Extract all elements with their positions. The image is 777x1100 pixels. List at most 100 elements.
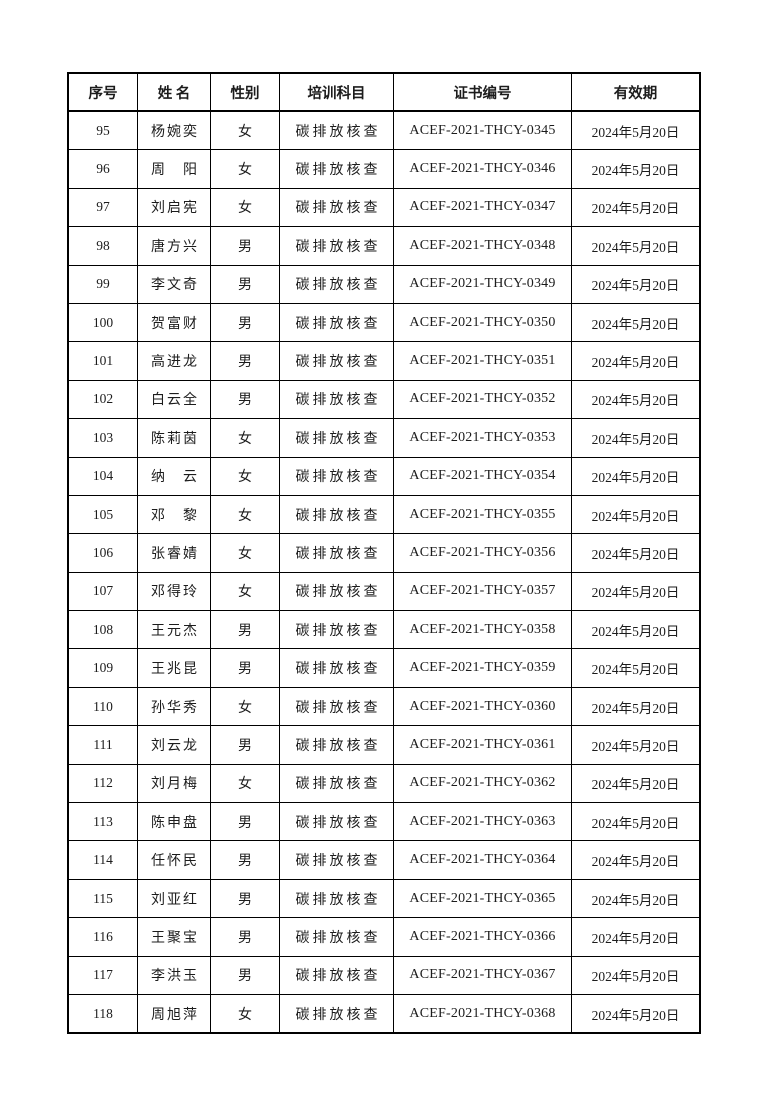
column-header-cert_no: 证书编号 — [393, 72, 572, 112]
cell-subject: 碳排放核查 — [279, 187, 394, 228]
cell-index: 114 — [67, 840, 138, 880]
cell-gender: 女 — [210, 571, 280, 612]
cell-cert_no: ACEF-2021-THCY-0349 — [393, 264, 572, 304]
cell-cert_no: ACEF-2021-THCY-0348 — [393, 226, 572, 266]
cell-subject: 碳排放核查 — [279, 533, 394, 573]
cell-name: 高进龙 — [137, 341, 211, 381]
cell-index: 104 — [67, 456, 138, 496]
cell-index: 115 — [67, 878, 138, 919]
cell-subject: 碳排放核查 — [279, 840, 394, 880]
cell-cert_no: ACEF-2021-THCY-0360 — [393, 686, 572, 727]
cell-validity: 2024年5月20日 — [571, 955, 701, 995]
cell-subject: 碳排放核查 — [279, 226, 394, 266]
cell-name: 唐方兴 — [137, 226, 211, 266]
cell-validity: 2024年5月20日 — [571, 533, 701, 573]
cell-validity: 2024年5月20日 — [571, 110, 701, 151]
cell-gender: 女 — [210, 763, 280, 804]
cell-validity: 2024年5月20日 — [571, 610, 701, 650]
table-row: 109 王兆昆男碳排放核查 ACEF-2021-THCY-0359 2024年5月20… — [67, 648, 701, 688]
cell-index: 99 — [67, 264, 138, 304]
column-header-subject: 培训科目 — [279, 72, 394, 112]
table-row: 116 王聚宝男碳排放核查 ACEF-2021-THCY-0366 2024年5月20… — [67, 917, 701, 957]
cell-gender: 女 — [210, 533, 280, 573]
cell-name: 陈申盘 — [137, 802, 211, 842]
table-row: 108 王元杰男碳排放核查 ACEF-2021-THCY-0358 2024年5月20… — [67, 610, 701, 650]
table-row: 97 刘启宪女碳排放核查 ACEF-2021-THCY-0347 2024年5月20日 — [67, 187, 701, 228]
cell-index: 111 — [67, 725, 138, 765]
cell-subject: 碳排放核查 — [279, 341, 394, 381]
cell-gender: 女 — [210, 993, 280, 1034]
column-header-name: 姓 名 — [137, 72, 211, 112]
cell-cert_no: ACEF-2021-THCY-0368 — [393, 993, 572, 1034]
cell-cert_no: ACEF-2021-THCY-0352 — [393, 379, 572, 420]
cell-validity: 2024年5月20日 — [571, 802, 701, 842]
table-row: 118 周旭萍女碳排放核查 ACEF-2021-THCY-0368 2024年5月20… — [67, 993, 701, 1034]
cell-index: 118 — [67, 993, 138, 1034]
cell-gender: 男 — [210, 955, 280, 995]
cell-index: 100 — [67, 302, 138, 343]
cell-cert_no: ACEF-2021-THCY-0364 — [393, 840, 572, 880]
cell-subject: 碳排放核查 — [279, 110, 394, 151]
cell-index: 110 — [67, 686, 138, 727]
cell-name: 邓 黎 — [137, 494, 211, 535]
cell-cert_no: ACEF-2021-THCY-0361 — [393, 725, 572, 765]
cell-gender: 女 — [210, 110, 280, 151]
cell-validity: 2024年5月20日 — [571, 648, 701, 688]
cell-cert_no: ACEF-2021-THCY-0363 — [393, 802, 572, 842]
cell-gender: 男 — [210, 840, 280, 880]
cell-index: 98 — [67, 226, 138, 266]
cell-index: 95 — [67, 110, 138, 151]
table-row: 103 陈莉茵女碳排放核查 ACEF-2021-THCY-0353 2024年5月20… — [67, 418, 701, 458]
table-row: 114 任怀民男碳排放核查 ACEF-2021-THCY-0364 2024年5月20… — [67, 840, 701, 880]
cell-cert_no: ACEF-2021-THCY-0359 — [393, 648, 572, 688]
cell-gender: 男 — [210, 878, 280, 919]
cell-validity: 2024年5月20日 — [571, 725, 701, 765]
cell-validity: 2024年5月20日 — [571, 418, 701, 458]
cell-cert_no: ACEF-2021-THCY-0346 — [393, 149, 572, 189]
column-header-gender: 性别 — [210, 72, 280, 112]
cell-subject: 碳排放核查 — [279, 494, 394, 535]
cell-name: 李文奇 — [137, 264, 211, 304]
cell-name: 白云全 — [137, 379, 211, 420]
cell-name: 刘亚红 — [137, 878, 211, 919]
table-row: 112 刘月梅女碳排放核查 ACEF-2021-THCY-0362 2024年5月20… — [67, 763, 701, 804]
cell-gender: 女 — [210, 149, 280, 189]
cell-validity: 2024年5月20日 — [571, 686, 701, 727]
cell-subject: 碳排放核查 — [279, 379, 394, 420]
cell-validity: 2024年5月20日 — [571, 840, 701, 880]
cell-name: 王元杰 — [137, 610, 211, 650]
cell-cert_no: ACEF-2021-THCY-0356 — [393, 533, 572, 573]
cell-index: 108 — [67, 610, 138, 650]
cell-cert_no: ACEF-2021-THCY-0350 — [393, 302, 572, 343]
table-row: 107 邓得玲女碳排放核查 ACEF-2021-THCY-0357 2024年5月20… — [67, 571, 701, 612]
cell-name: 纳 云 — [137, 456, 211, 496]
cell-validity: 2024年5月20日 — [571, 878, 701, 919]
table-row: 113 陈申盘男碳排放核查 ACEF-2021-THCY-0363 2024年5月20… — [67, 802, 701, 842]
cell-gender: 男 — [210, 379, 280, 420]
table-row: 115 刘亚红男碳排放核查 ACEF-2021-THCY-0365 2024年5月20… — [67, 878, 701, 919]
cell-index: 96 — [67, 149, 138, 189]
table-row: 95 杨婉奕女碳排放核查 ACEF-2021-THCY-0345 2024年5月20日 — [67, 110, 701, 151]
column-header-validity: 有效期 — [571, 72, 701, 112]
table-row: 105 邓 黎女碳排放核查 ACEF-2021-THCY-0355 2024年5月20… — [67, 494, 701, 535]
cell-subject: 碳排放核查 — [279, 571, 394, 612]
cell-gender: 男 — [210, 648, 280, 688]
table-row: 111 刘云龙男碳排放核查 ACEF-2021-THCY-0361 2024年5月20… — [67, 725, 701, 765]
cell-name: 王聚宝 — [137, 917, 211, 957]
cell-validity: 2024年5月20日 — [571, 149, 701, 189]
header-row: 序号姓 名性别 培训科目 证书编号 有效期 — [67, 72, 701, 112]
cell-gender: 男 — [210, 610, 280, 650]
cell-cert_no: ACEF-2021-THCY-0355 — [393, 494, 572, 535]
cell-gender: 男 — [210, 802, 280, 842]
cell-cert_no: ACEF-2021-THCY-0347 — [393, 187, 572, 228]
cell-cert_no: ACEF-2021-THCY-0353 — [393, 418, 572, 458]
cell-subject: 碳排放核查 — [279, 686, 394, 727]
cell-cert_no: ACEF-2021-THCY-0357 — [393, 571, 572, 612]
cell-subject: 碳排放核查 — [279, 418, 394, 458]
cell-cert_no: ACEF-2021-THCY-0362 — [393, 763, 572, 804]
column-header-index: 序号 — [67, 72, 138, 112]
cell-validity: 2024年5月20日 — [571, 302, 701, 343]
cell-name: 杨婉奕 — [137, 110, 211, 151]
table-row: 106 张睿婧女碳排放核查 ACEF-2021-THCY-0356 2024年5月20… — [67, 533, 701, 573]
